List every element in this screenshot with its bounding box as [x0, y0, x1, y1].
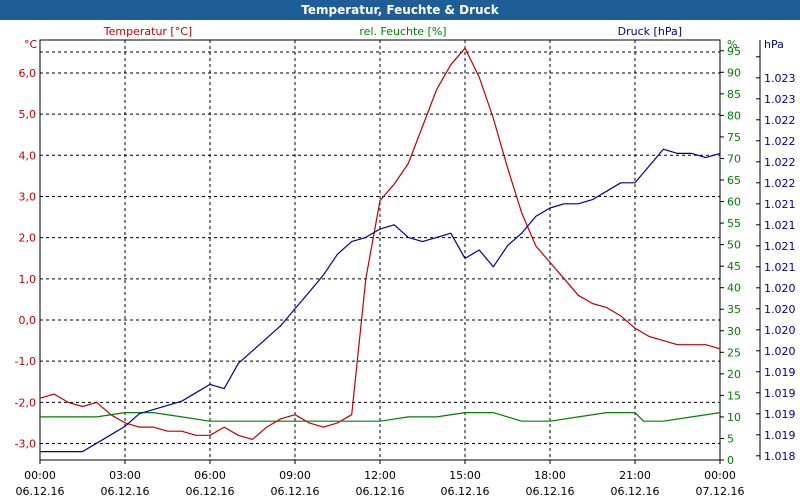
pressure-tick-label: 1.022 — [764, 177, 796, 190]
pressure-tick-label: 1.022 — [764, 156, 796, 169]
temperature-tick-label: 4,0 — [19, 149, 37, 162]
temperature-tick-label: 0,0 — [19, 314, 37, 327]
pressure-tick-label: 1.019 — [764, 366, 796, 379]
time-tick-label: 06:00 — [194, 469, 226, 482]
temperature-ticks: -3,0 -2,0 -1,0 0,0 1,0 2,0 3,0 4,0 5,0 6,0 — [15, 67, 36, 451]
temperature-tick-label: 5,0 — [19, 108, 37, 121]
humidity-tick-label: 50 — [727, 239, 741, 252]
date-tick-label: 06.12.16 — [441, 485, 490, 498]
date-tick-label: 06.12.16 — [16, 485, 65, 498]
time-tick-label: 21:00 — [619, 469, 651, 482]
humidity-tick-label: 0 — [727, 454, 734, 467]
humidity-tick-label: 90 — [727, 66, 741, 79]
data-series — [39, 47, 721, 453]
time-tick-label: 18:00 — [534, 469, 566, 482]
pressure-tick-label: 1.019 — [764, 408, 796, 421]
humidity-tick-label: 75 — [727, 131, 741, 144]
date-tick-label: 06.12.16 — [186, 485, 235, 498]
humidity-tick-label: 80 — [727, 109, 741, 122]
time-tick-label: 00:00 — [24, 469, 56, 482]
humidity-tick-label: 15 — [727, 389, 741, 402]
humidity-unit-label: % — [727, 38, 737, 51]
pressure-axis-header: Druck [hPa] — [618, 25, 682, 38]
humidity-tick-label: 60 — [727, 196, 741, 209]
humidity-tick-label: 30 — [727, 325, 741, 338]
pressure-tick-label: 1.023 — [764, 72, 796, 85]
humidity-tick-label: 55 — [727, 217, 741, 230]
weather-chart: Temperatur [°C] rel. Feuchte [%] Druck [… — [15, 25, 796, 498]
humidity-tick-label: 95 — [727, 45, 741, 58]
pressure-tick-label: 1.018 — [764, 450, 796, 463]
pressure-unit-label: hPa — [764, 38, 784, 51]
temperature-tick-label: 6,0 — [19, 67, 37, 80]
humidity-tick-label: 10 — [727, 411, 741, 424]
grid-lines — [40, 40, 720, 460]
humidity-tick-label: 40 — [727, 282, 741, 295]
series-line-humidity — [40, 412, 721, 422]
pressure-tick-label: 1.022 — [764, 135, 796, 148]
pressure-tick-label: 1.020 — [764, 324, 796, 337]
date-tick-label: 06.12.16 — [101, 485, 150, 498]
date-tick-label: 06.12.16 — [611, 485, 660, 498]
time-tick-label: 03:00 — [109, 469, 141, 482]
time-tick-label: 12:00 — [364, 469, 396, 482]
time-ticks: 00:00 06.12.16 03:00 06.12.16 06:00 06.12.16 0… — [16, 460, 745, 498]
pressure-tick-label: 1.020 — [764, 303, 796, 316]
temperature-axis-header: Temperatur [°C] — [103, 25, 192, 38]
pressure-tick-label: 1.019 — [764, 387, 796, 400]
humidity-tick-label: 45 — [727, 260, 741, 273]
humidity-tick-label: 20 — [727, 368, 741, 381]
time-tick-label: 15:00 — [449, 469, 481, 482]
humidity-tick-label: 5 — [727, 432, 734, 445]
humidity-ticks: 0 5 10 15 20 25 30 35 40 45 50 55 60 65 70 75 80 85 90 95 — [720, 45, 741, 467]
pressure-tick-label: 1.019 — [764, 429, 796, 442]
pressure-tick-label: 1.021 — [764, 261, 796, 274]
pressure-ticks: 1.018 1.019 1.019 1.019 1.019 1.020 1.020 1.020… — [756, 56, 796, 463]
date-tick-label: 07.12.16 — [696, 485, 745, 498]
date-tick-label: 06.12.16 — [356, 485, 405, 498]
window-title: Temperatur, Feuchte & Druck — [0, 0, 800, 20]
pressure-tick-label: 1.021 — [764, 198, 796, 211]
humidity-tick-label: 70 — [727, 152, 741, 165]
date-tick-label: 06.12.16 — [526, 485, 575, 498]
humidity-tick-label: 85 — [727, 88, 741, 101]
temperature-tick-label: 2,0 — [19, 232, 37, 245]
pressure-tick-label: 1.023 — [764, 93, 796, 106]
temperature-tick-label: 3,0 — [19, 190, 37, 203]
temperature-tick-label: 1,0 — [19, 273, 37, 286]
time-tick-label: 00:00 — [704, 469, 736, 482]
humidity-axis-header: rel. Feuchte [%] — [359, 25, 446, 38]
pressure-tick-label: 1.020 — [764, 282, 796, 295]
series-line-temperature — [39, 47, 721, 440]
humidity-tick-label: 65 — [727, 174, 741, 187]
temperature-unit-label: °C — [24, 38, 38, 51]
pressure-tick-label: 1.022 — [764, 114, 796, 127]
pressure-tick-label: 1.021 — [764, 240, 796, 253]
humidity-tick-label: 35 — [727, 303, 741, 316]
temperature-tick-label: -3,0 — [15, 438, 36, 451]
date-tick-label: 06.12.16 — [271, 485, 320, 498]
temperature-tick-label: -2,0 — [15, 396, 36, 409]
pressure-tick-label: 1.020 — [764, 345, 796, 358]
series-line-pressure — [40, 148, 721, 453]
temperature-tick-label: -1,0 — [15, 355, 36, 368]
humidity-tick-label: 25 — [727, 346, 741, 359]
pressure-tick-label: 1.021 — [764, 219, 796, 232]
time-tick-label: 09:00 — [279, 469, 311, 482]
